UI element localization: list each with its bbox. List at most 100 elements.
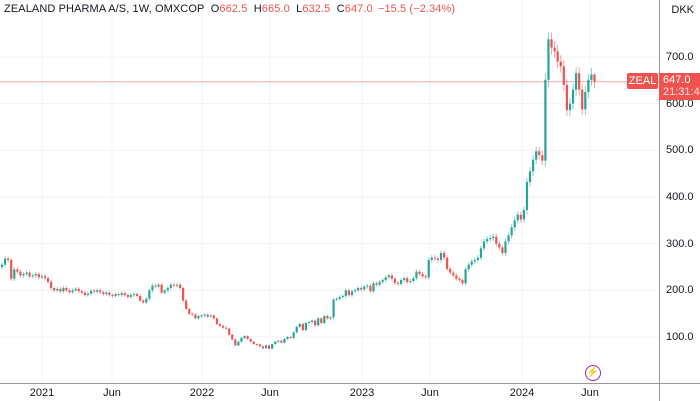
candle-down — [221, 325, 225, 328]
candle-down — [111, 295, 114, 297]
candle-up — [71, 290, 74, 293]
candle-up — [40, 276, 44, 278]
candle-up — [89, 290, 93, 294]
candle-up — [317, 318, 320, 326]
candle-up — [166, 288, 169, 291]
candle-down — [206, 314, 209, 317]
candle-down — [83, 292, 86, 296]
candle-down — [390, 275, 393, 279]
candle-up — [485, 239, 489, 242]
candle-down — [562, 66, 565, 86]
high-value: 665.0 — [261, 3, 290, 15]
candle-up — [157, 284, 160, 287]
candle-down — [10, 260, 13, 279]
candle-down — [501, 247, 504, 254]
candle-down — [495, 236, 498, 244]
candle-up — [209, 315, 212, 317]
candle-down — [218, 323, 222, 326]
candle-down — [154, 285, 157, 287]
candle-up — [151, 285, 154, 291]
candles — [0, 32, 596, 350]
candle-up — [384, 277, 387, 281]
candle-up — [283, 338, 286, 343]
candle-up — [467, 264, 470, 270]
candle-up — [400, 280, 403, 284]
lightning-icon[interactable]: ⚡ — [585, 365, 601, 381]
candle-down — [252, 341, 255, 345]
bar-countdown: 21:31:49 — [663, 86, 700, 98]
candle-up — [22, 274, 25, 276]
candle-up — [25, 272, 28, 275]
candle-down — [461, 280, 464, 284]
x-tick-label: Jun — [261, 387, 279, 399]
candle-up — [544, 79, 547, 161]
candle-down — [442, 253, 446, 258]
candle-down — [178, 284, 182, 289]
candle-down — [246, 336, 249, 339]
candle-down — [578, 73, 581, 90]
candle-down — [553, 47, 556, 52]
candle-up — [0, 264, 4, 268]
candle-down — [396, 282, 400, 284]
candle-down — [436, 258, 440, 261]
candle-up — [197, 316, 200, 319]
candle-down — [65, 288, 68, 291]
candle-up — [286, 337, 289, 339]
candle-up — [412, 278, 415, 282]
candle-down — [43, 276, 47, 279]
open-value: 662.5 — [219, 3, 248, 15]
x-tick-label: Jun — [103, 387, 121, 399]
y-tick-label: 600.0 — [666, 97, 694, 110]
candle-up — [335, 298, 338, 300]
candle-down — [102, 292, 105, 295]
candle-down — [99, 290, 102, 293]
candle-down — [234, 339, 237, 346]
low-label: L — [296, 3, 303, 15]
candle-up — [175, 284, 179, 286]
candle-down — [301, 323, 304, 331]
x-tick-label: 2024 — [509, 387, 535, 399]
high-label: H — [253, 3, 262, 15]
candle-up — [148, 290, 151, 299]
candle-down — [446, 257, 449, 269]
candle-down — [458, 278, 461, 281]
candle-up — [31, 275, 34, 277]
candle-down — [117, 294, 120, 296]
candle-up — [304, 323, 308, 331]
x-tick-label: Jun — [581, 387, 599, 399]
candle-up — [203, 314, 206, 316]
candle-down — [258, 344, 261, 347]
candle-down — [185, 300, 188, 310]
last-price-label: 647.0 21:31:49 — [659, 73, 700, 100]
candle-down — [16, 269, 19, 272]
candle-up — [62, 288, 65, 292]
x-tick-label: 2021 — [29, 387, 55, 399]
candle-up — [341, 295, 344, 297]
candle-up — [492, 236, 495, 239]
candle-up — [237, 341, 240, 346]
candle-up — [504, 241, 507, 254]
candle-up — [145, 298, 148, 303]
candle-up — [439, 253, 443, 261]
candle-up — [292, 332, 295, 338]
candle-down — [188, 309, 191, 314]
candle-down — [182, 288, 185, 301]
candle-down — [314, 320, 317, 326]
candle-up — [329, 317, 332, 319]
last-price-value: 647.0 — [663, 74, 691, 86]
candle-up — [568, 103, 572, 111]
candle-down — [452, 272, 455, 276]
candle-down — [565, 85, 568, 111]
candle-up — [415, 271, 418, 279]
candle-down — [225, 327, 228, 329]
x-tick-label: 2022 — [189, 387, 215, 399]
candle-down — [593, 74, 596, 82]
candle-up — [571, 89, 575, 104]
candle-down — [255, 344, 258, 346]
close-value: 647.0 — [344, 3, 373, 15]
candle-up — [535, 151, 538, 160]
candle-down — [559, 61, 562, 67]
candle-down — [194, 314, 197, 319]
candle-up — [587, 79, 590, 93]
